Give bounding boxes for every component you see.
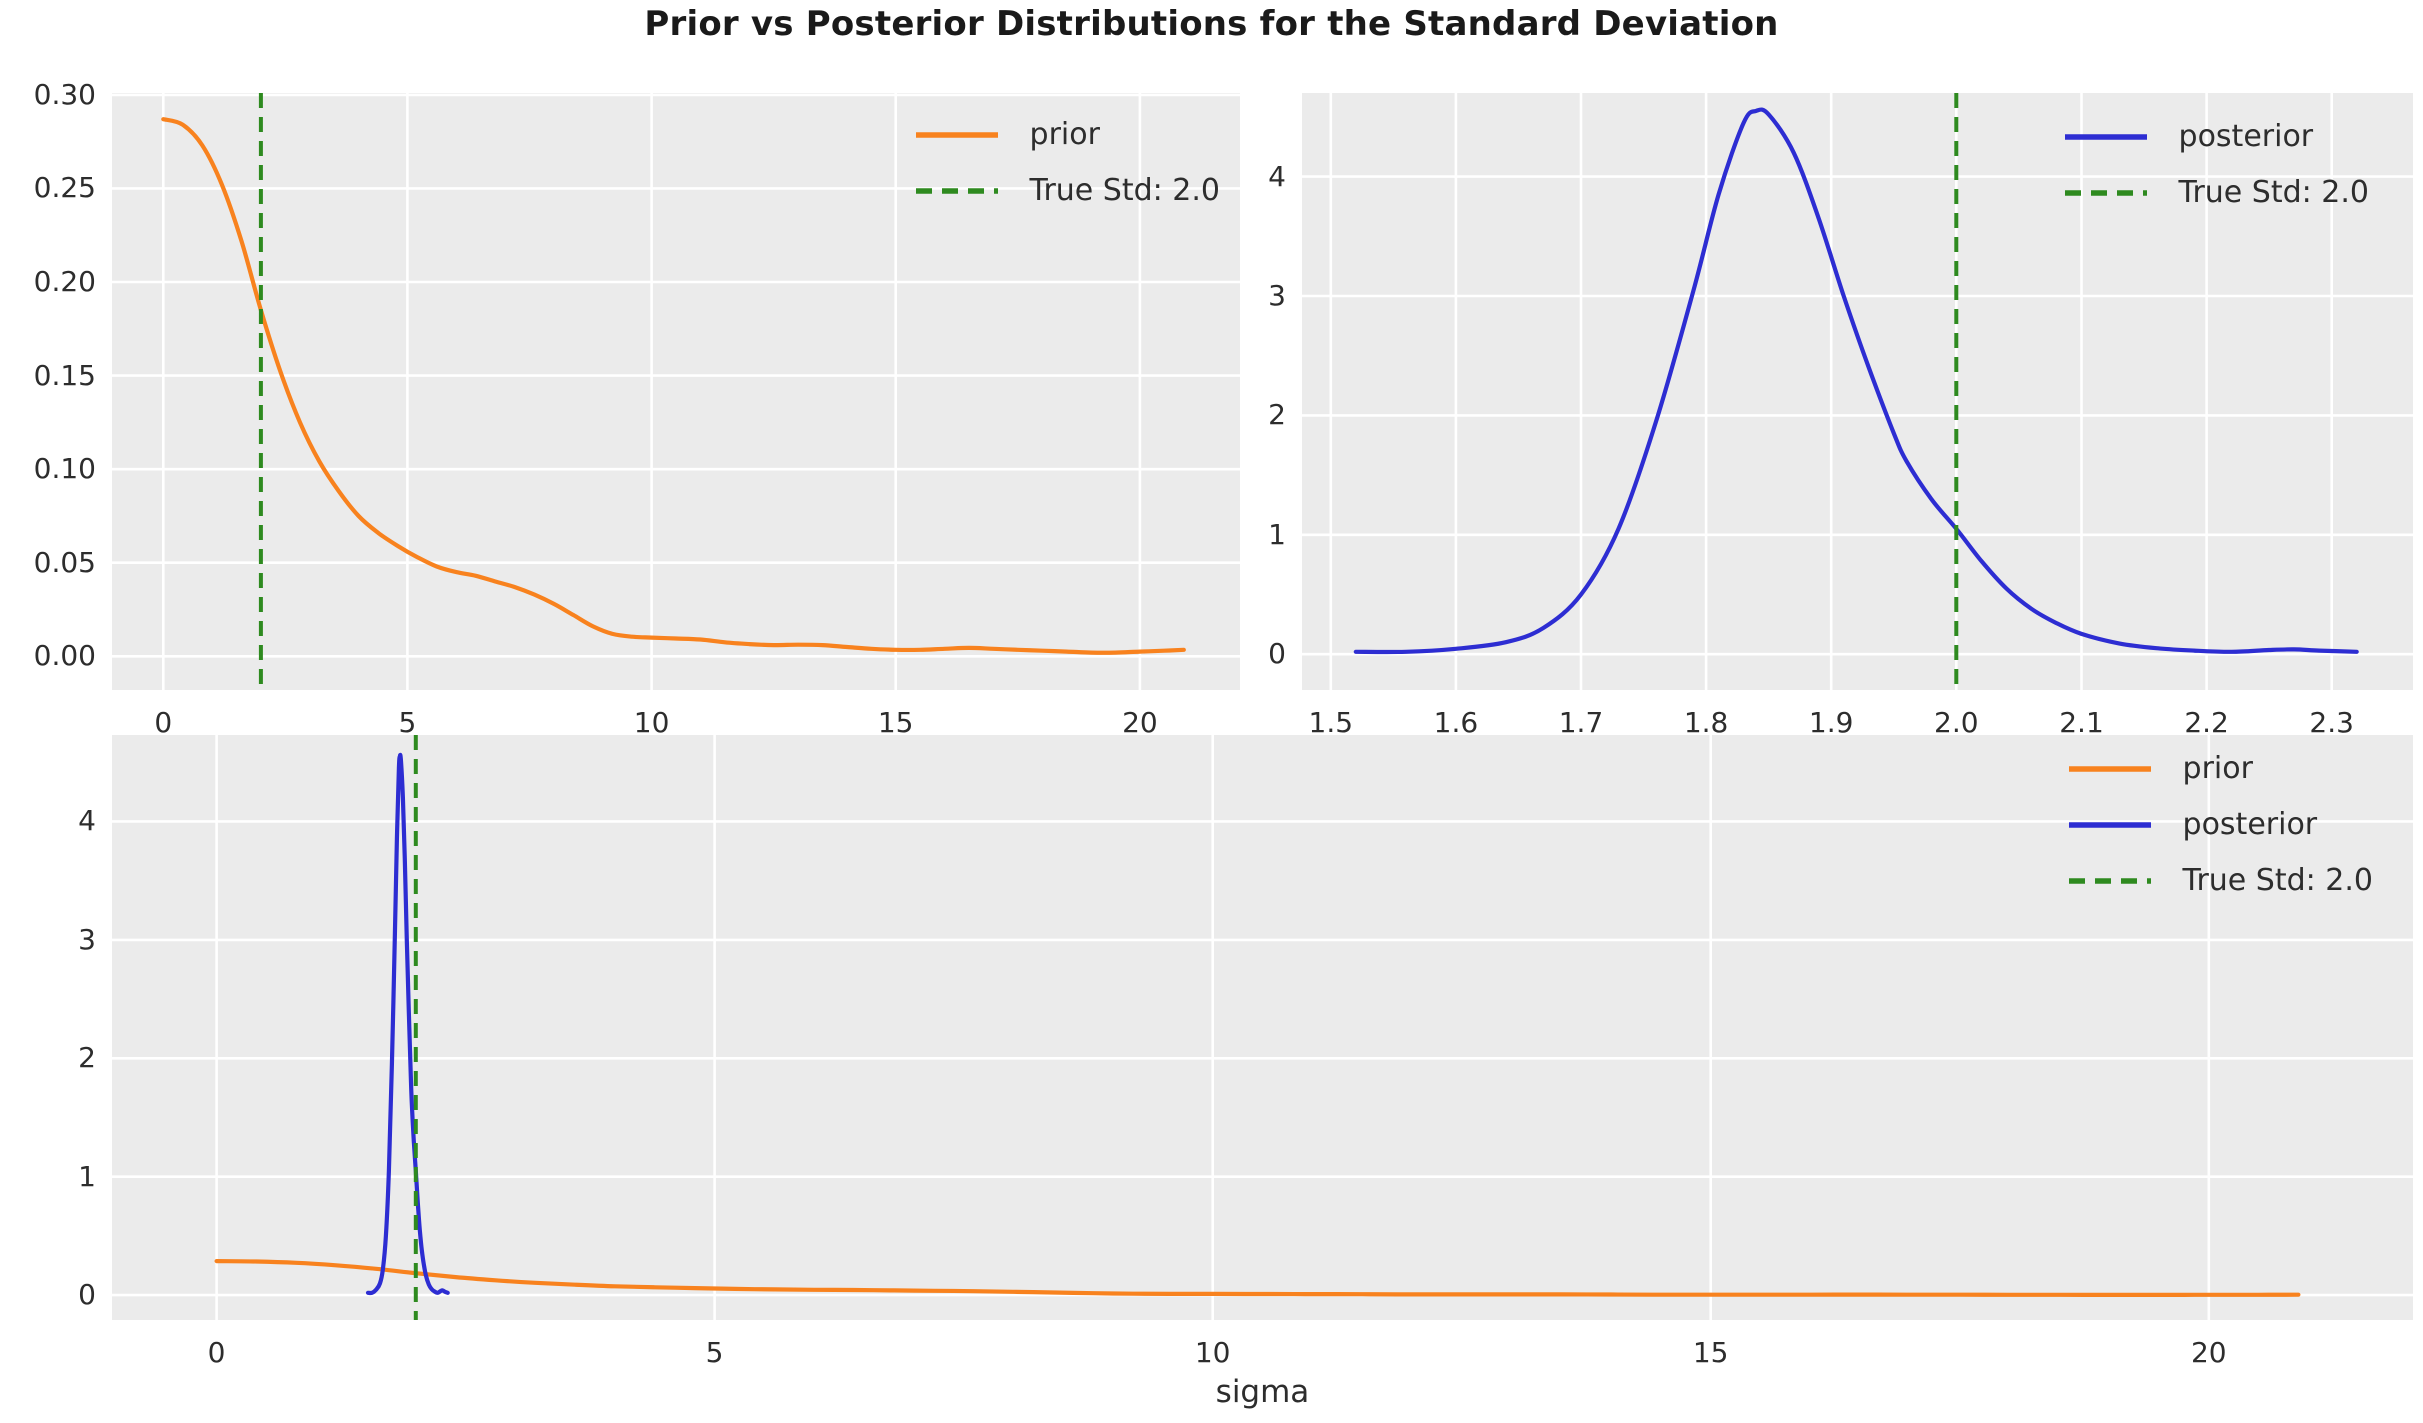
y-tick-label: 0 <box>78 1278 96 1312</box>
y-tick-label: 3 <box>1268 279 1286 312</box>
legend-item-posterior: posterior <box>2067 807 2373 842</box>
x-tick-label: 2.0 <box>1934 706 1979 739</box>
legend-label: True Std: 2.0 <box>1029 173 1220 208</box>
x-tick-label: 1.7 <box>1558 706 1604 739</box>
posterior-panel: 1.5 1.6 1.7 1.8 1.9 2.0 2.1 2.2 2.3 0 1 2 3 4 posterio… <box>1268 93 2413 739</box>
y-tick-label: 0.30 <box>33 77 96 111</box>
legend-label: posterior <box>2178 119 2314 154</box>
y-tick-label: 0.15 <box>33 358 96 392</box>
legend-line-swatch-icon <box>2064 189 2147 196</box>
legend-label: True Std: 2.0 <box>2178 175 2369 210</box>
x-tick-label: 0 <box>154 706 173 739</box>
legend-item-true-std: True Std: 2.0 <box>2067 863 2373 898</box>
plot-background <box>1302 93 2413 690</box>
x-tick-label: 15 <box>877 706 914 739</box>
legend-line-swatch-icon <box>2064 133 2147 140</box>
legend: prior True Std: 2.0 <box>914 117 1220 229</box>
x-tick-label: 1.9 <box>1808 706 1854 739</box>
y-tick-label: 0.10 <box>33 452 96 486</box>
legend-item-prior: prior <box>914 117 1220 152</box>
legend-line-swatch-icon <box>915 131 998 138</box>
legend-line-swatch-icon <box>2068 765 2151 772</box>
y-tick-label: 0.25 <box>33 171 96 205</box>
y-tick-label: 2 <box>1268 398 1286 432</box>
x-tick-label: 10 <box>633 706 670 739</box>
x-tick-label: 1.6 <box>1433 706 1479 739</box>
x-tick-label: 2.2 <box>2184 706 2229 739</box>
legend: prior posterior True Std: 2.0 <box>2067 751 2373 919</box>
combined-panel: 0 5 10 15 20 0 1 2 3 4 prior posterior True Std: 2.0 <box>78 735 2413 1369</box>
posterior-curve <box>1353 107 2359 655</box>
x-tick-label: 15 <box>1692 1336 1729 1369</box>
x-tick-label: 20 <box>1122 706 1158 739</box>
legend-label: prior <box>2182 751 2253 786</box>
x-tick-label: 20 <box>2190 1336 2227 1369</box>
y-tick-label: 0.20 <box>33 265 96 298</box>
legend-line-swatch-icon <box>2068 877 2151 884</box>
prior-curve <box>161 117 1186 655</box>
y-tick-label: 0 <box>1268 637 1286 671</box>
posterior-curve <box>365 752 450 1296</box>
legend-label: True Std: 2.0 <box>2182 863 2373 898</box>
legend-label: posterior <box>2182 807 2318 842</box>
y-tick-label: 4 <box>78 804 96 838</box>
x-tick-label: 2.1 <box>2059 706 2104 739</box>
prior-panel: 0 5 10 15 20 0.00 0.05 0.10 0.15 0.20 0.25 0.30 prio… <box>34 78 1240 739</box>
legend-line-swatch-icon <box>2068 821 2151 828</box>
plot-canvas <box>112 93 1240 690</box>
x-tick-label: 1.8 <box>1683 706 1729 739</box>
prior-curve <box>214 1259 2301 1297</box>
legend: posterior True Std: 2.0 <box>2063 119 2369 231</box>
x-axis-label-sigma: sigma <box>1215 1374 1310 1410</box>
plot-background <box>112 735 2413 1320</box>
x-tick-label: 0 <box>207 1336 226 1369</box>
legend-item-posterior: posterior <box>2063 119 2369 154</box>
y-tick-label: 4 <box>1268 159 1286 193</box>
x-tick-label: 1.5 <box>1308 706 1354 739</box>
legend-label: prior <box>1029 117 1100 152</box>
y-tick-label: 3 <box>78 922 96 956</box>
x-tick-label: 5 <box>398 706 417 739</box>
legend-item-true-std: True Std: 2.0 <box>914 173 1220 208</box>
y-tick-label: 1 <box>78 1159 96 1193</box>
x-tick-label: 2.3 <box>2309 706 2354 739</box>
legend-item-prior: prior <box>2067 751 2373 786</box>
plot-background <box>112 93 1240 690</box>
y-tick-label: 1 <box>1268 517 1286 551</box>
y-tick-label: 0.05 <box>33 545 96 579</box>
legend-line-swatch-icon <box>915 187 998 194</box>
plot-canvas <box>112 735 2413 1320</box>
figure-title: Prior vs Posterior Distributions for the… <box>644 4 1779 44</box>
y-tick-label: 0.00 <box>33 639 96 673</box>
legend-item-true-std: True Std: 2.0 <box>2063 175 2369 210</box>
x-tick-label: 5 <box>705 1336 724 1369</box>
y-tick-label: 2 <box>78 1041 96 1075</box>
x-tick-label: 10 <box>1194 1336 1231 1369</box>
plot-canvas <box>1302 93 2413 690</box>
